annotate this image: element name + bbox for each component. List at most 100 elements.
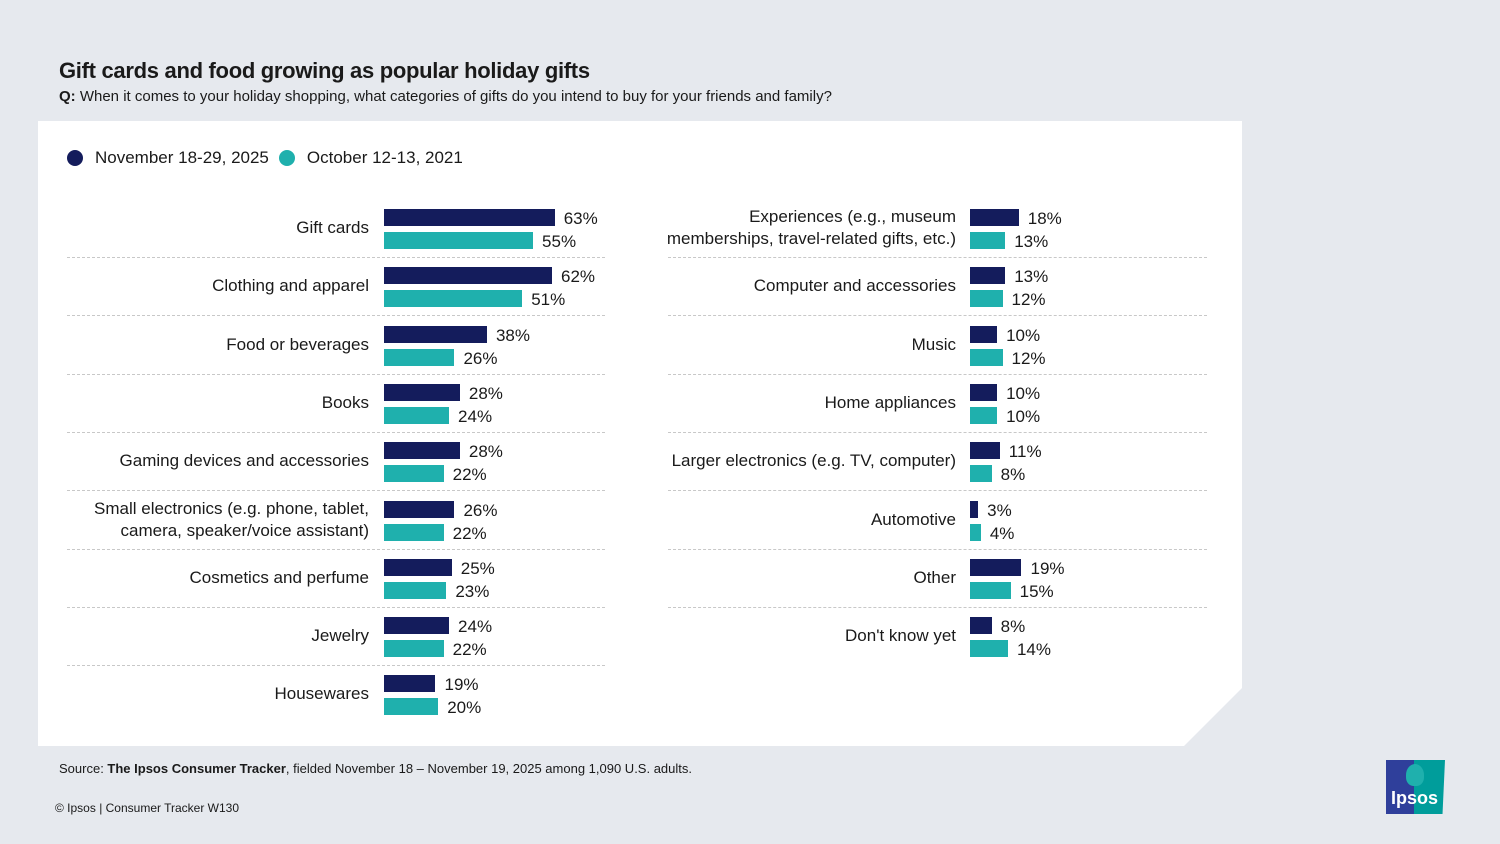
category-label: Experiences (e.g., museum memberships, t… — [666, 207, 956, 248]
category-label: Cosmetics and perfume — [189, 567, 369, 587]
copyright: © Ipsos | Consumer Tracker W130 — [55, 801, 240, 815]
bar-2021 — [384, 698, 439, 716]
category-label: Automotive — [870, 509, 956, 529]
data-label: 24% — [458, 406, 493, 426]
data-label: 13% — [1014, 232, 1049, 251]
bar-2025 — [970, 558, 1022, 576]
data-label: 10% — [1006, 406, 1041, 426]
bar-2025 — [384, 209, 555, 226]
page-title: Gift cards and food growing as popular h… — [59, 58, 590, 83]
data-label: 8% — [1000, 617, 1026, 637]
chart-card — [38, 121, 1242, 746]
chart-row — [67, 374, 605, 433]
chart-row — [67, 607, 605, 667]
data-label: 4% — [989, 523, 1015, 543]
bar-2021 — [384, 523, 444, 541]
bar-2025 — [970, 209, 1019, 226]
bar-2021 — [970, 348, 1003, 366]
bar-2025 — [384, 558, 452, 576]
category-label: Food or beverages — [226, 334, 369, 354]
bar-2021 — [384, 348, 455, 366]
bar-2025 — [970, 500, 979, 518]
bar-2021 — [970, 581, 1011, 599]
bar-2025 — [384, 617, 450, 635]
bar-2021 — [970, 232, 1006, 249]
data-label: 28% — [468, 383, 503, 403]
data-label: 24% — [458, 617, 493, 637]
category-label: Music — [911, 334, 956, 354]
category-label: Gaming devices and accessories — [119, 451, 369, 471]
data-label: 51% — [531, 290, 566, 310]
bar-2021 — [384, 406, 450, 424]
category-label: Clothing and apparel — [212, 276, 369, 296]
data-label: 13% — [1014, 267, 1049, 287]
bar-2021 — [384, 290, 523, 308]
data-label: 23% — [455, 581, 490, 601]
data-label: 28% — [468, 442, 503, 462]
category-label: Small electronics (e.g. phone, tablet, c… — [94, 498, 369, 540]
bar-2021 — [970, 523, 981, 541]
bar-2025 — [970, 267, 1006, 285]
legend-label-2025: November 18-29, 2025 — [95, 148, 269, 167]
question-prefix: Q: — [59, 88, 76, 105]
source-detail: , fielded November 18 – November 19, 202… — [285, 761, 693, 776]
data-label: 55% — [542, 232, 577, 251]
data-label: 38% — [495, 325, 530, 345]
bar-2021 — [970, 465, 992, 483]
data-label: 22% — [452, 465, 487, 485]
chart-row — [668, 491, 1207, 550]
bar-2025 — [384, 325, 487, 343]
question-text: Q: When it comes to your holiday shoppin… — [59, 88, 832, 105]
bar-2021 — [384, 581, 447, 599]
bar-2021 — [970, 406, 998, 424]
data-label: 22% — [452, 640, 487, 660]
category-label: Computer and accessories — [753, 276, 956, 296]
data-label: 10% — [1006, 325, 1041, 345]
category-label: Other — [913, 567, 956, 587]
data-label: 3% — [987, 500, 1012, 520]
bar-2025 — [384, 383, 460, 401]
data-label: 18% — [1027, 209, 1062, 228]
source-note: Source: The Ipsos Consumer Tracker, fiel… — [59, 761, 692, 776]
data-label: 14% — [1016, 640, 1051, 660]
chart-row — [67, 549, 605, 608]
bar-2021 — [384, 465, 444, 483]
data-label: 20% — [447, 698, 482, 718]
source-prefix: Source: — [59, 761, 108, 776]
chart-row — [668, 199, 1207, 258]
chart-row — [668, 549, 1207, 608]
bar-2025 — [384, 267, 553, 285]
legend: November 18-29, 2025 October 12-13, 2021 — [67, 148, 473, 168]
bar-2021 — [384, 640, 444, 658]
data-label: 62% — [561, 267, 596, 287]
category-label: Gift cards — [296, 218, 369, 237]
category-label: Larger electronics (e.g. TV, computer) — [671, 451, 956, 471]
chart-row — [67, 432, 605, 492]
data-label: 19% — [1030, 558, 1065, 578]
source-name: The Ipsos Consumer Tracker — [107, 761, 286, 776]
data-label: 11% — [1008, 442, 1042, 462]
bar-2025 — [384, 500, 455, 518]
bar-2021 — [384, 232, 534, 249]
data-label: 22% — [452, 523, 487, 543]
chart-row — [668, 316, 1207, 375]
legend-swatch-2025 — [67, 150, 83, 166]
category-label: Housewares — [274, 684, 370, 704]
data-label: 10% — [1006, 383, 1041, 403]
question-body: When it comes to your holiday shopping, … — [75, 88, 832, 105]
category-label: Home appliances — [824, 392, 956, 412]
data-label: 63% — [563, 209, 598, 228]
chart-row — [668, 257, 1207, 317]
category-label: Don't know yet — [845, 626, 956, 646]
data-label: 15% — [1019, 581, 1054, 601]
category-label: Jewelry — [311, 626, 369, 646]
data-label: 19% — [444, 675, 479, 695]
data-label: 26% — [463, 500, 498, 520]
data-label: 8% — [1000, 465, 1026, 485]
bar-2021 — [970, 640, 1008, 658]
data-label: 12% — [1011, 290, 1046, 310]
legend-label-2021: October 12-13, 2021 — [306, 148, 463, 167]
bar-2025 — [384, 675, 436, 693]
bar-2025 — [970, 617, 992, 635]
data-label: 12% — [1011, 348, 1046, 368]
